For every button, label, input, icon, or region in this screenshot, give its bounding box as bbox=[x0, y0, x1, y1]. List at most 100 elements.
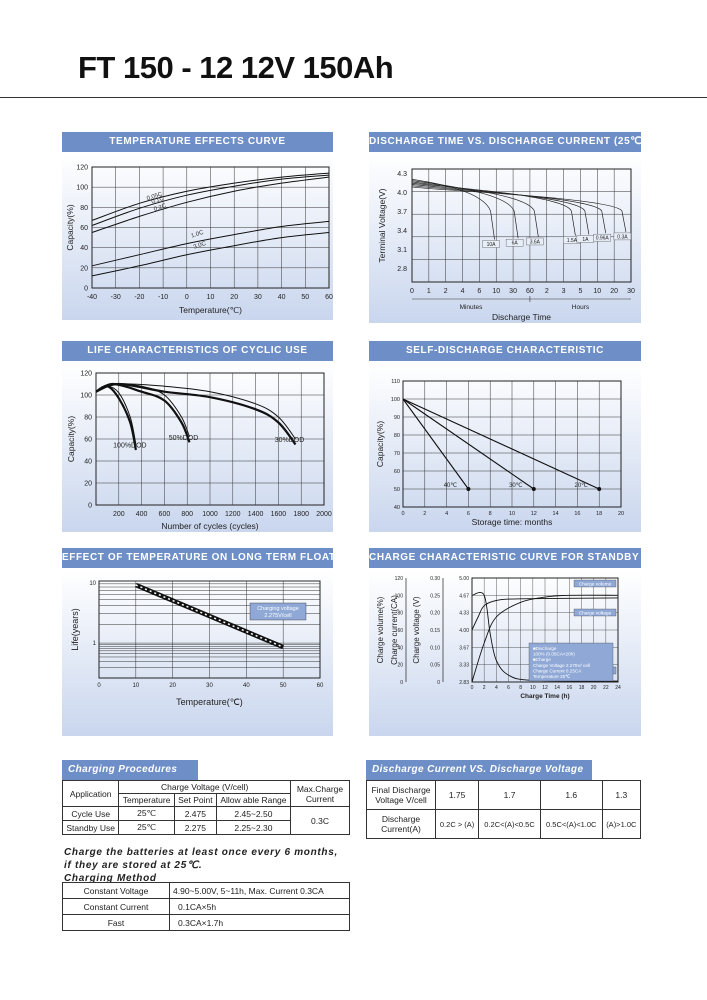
y-tick-label: 20 bbox=[80, 265, 88, 272]
standby-charge-panel: 0 20 40 60 80 100 120 0 0.05 0.10 0.15 0.20 0.25 0.30… bbox=[369, 571, 641, 736]
series-band bbox=[95, 384, 137, 451]
x-axis-label: Number of cycles (cycles) bbox=[161, 521, 258, 531]
x-tick-label: 22 bbox=[603, 685, 609, 691]
x-group-label: Minutes bbox=[460, 304, 484, 311]
series-line bbox=[402, 398, 535, 490]
x-tick-label: 14 bbox=[554, 685, 560, 691]
standby-charge-header: CHARGE CHARACTERISTIC CURVE FOR STANDBY … bbox=[369, 548, 641, 568]
table-cell: Final Discharge Voltage V/cell bbox=[366, 780, 436, 810]
table-cell: 0.2C > (A) bbox=[434, 809, 480, 839]
storage-note-line: if they are stored at 25℃. bbox=[64, 860, 203, 871]
table-cell: 0.3CA×1.7h bbox=[169, 914, 350, 931]
charge-voltage-header: Charge Voltage (V/cell) bbox=[118, 780, 291, 794]
x-tick-label: 2000 bbox=[316, 511, 332, 518]
annotation-text: Charging voltage bbox=[257, 606, 299, 612]
annotation-box bbox=[249, 602, 307, 621]
cyclic-life-header: LIFE CHARACTERISTICS OF CYCLIC USE bbox=[62, 341, 333, 361]
table-row: Cycle Use 25℃ 2.475 2.45~2.50 0.3C bbox=[61, 806, 350, 835]
table-cell: 2.25~2.30 bbox=[215, 820, 292, 835]
table-cell: 25℃ bbox=[118, 820, 175, 835]
series-end-point bbox=[531, 487, 536, 491]
y-tick-label: 2.83 bbox=[459, 680, 469, 686]
x-tick-label: -10 bbox=[158, 294, 168, 301]
series-label: 50%DOD bbox=[169, 435, 199, 442]
max-charge-value: 0.3C bbox=[290, 806, 350, 835]
y-tick-label: 20 bbox=[84, 481, 92, 488]
x-axis-label: Temperature(℃) bbox=[176, 697, 243, 707]
x-tick-label: 20 bbox=[610, 288, 618, 295]
x-tick-label: 0 bbox=[185, 294, 189, 301]
y-tick-label: 3.4 bbox=[397, 228, 407, 235]
y-tick-label: 100 bbox=[76, 185, 88, 192]
float-life-panel: 0 10 20 30 40 50 60 10 1 Temperature(℃) Life(years… bbox=[62, 571, 333, 736]
x-tick-label: 4 bbox=[461, 288, 465, 295]
note-text: 100% (0.05CA×20h) bbox=[533, 652, 575, 657]
y-axis-label: Charge current(CA) bbox=[390, 595, 399, 665]
series-label-box bbox=[593, 233, 611, 242]
x-tick-label: 10 bbox=[509, 511, 515, 517]
table-cell: 1.7 bbox=[478, 780, 541, 810]
y-axis-label: Capacity(%) bbox=[375, 421, 385, 467]
annotation-text: 2.275V/cell bbox=[264, 613, 291, 619]
y-axis-label: Terminal Voltage(V) bbox=[377, 188, 387, 262]
y-axis-label: Capacity(%) bbox=[66, 416, 76, 462]
series-label: 0.1C bbox=[151, 196, 166, 206]
y-tick-label: 40 bbox=[394, 505, 400, 511]
x-tick-label: 2 bbox=[545, 288, 549, 295]
series-band bbox=[95, 382, 297, 446]
x-tick-label: -30 bbox=[111, 294, 121, 301]
note-text: Temperature 25℃ bbox=[533, 674, 571, 679]
y-tick-label: 60 bbox=[80, 225, 88, 232]
x-tick-label: 10 bbox=[492, 288, 500, 295]
series-line bbox=[91, 220, 330, 267]
series-line bbox=[411, 185, 607, 234]
table-cell: 1.75 bbox=[434, 780, 480, 810]
x-tick-label: 3 bbox=[562, 288, 566, 295]
y-tick-label: 0.25 bbox=[430, 593, 440, 599]
discharge-current-chart: 0 1 2 4 6 10 30 60 2 3 5 10 20 30 2.8 3.1 3.4 3.7 4.0 4.3 Mi… bbox=[377, 168, 635, 322]
y-tick-label: 60 bbox=[397, 628, 403, 634]
series-label: 20℃ bbox=[574, 483, 588, 489]
page-title: FT 150 - 12 12V 150Ah bbox=[78, 50, 394, 85]
series-label: 0.05C bbox=[146, 191, 164, 202]
x-axis-label: Temperature(℃) bbox=[179, 305, 242, 315]
x-tick-label: 24 bbox=[615, 685, 621, 691]
x-tick-label: 0 bbox=[410, 288, 414, 295]
charging-method-table: Constant Voltage 4.90~5.00V, 5~11h, Max.… bbox=[62, 882, 350, 931]
note-text: ■Charge bbox=[533, 657, 551, 662]
x-axis-label: Discharge Time bbox=[492, 312, 551, 322]
application-header: Application bbox=[61, 780, 120, 807]
series-line bbox=[91, 172, 330, 221]
cyclic-life-chart: 200 400 600 800 1000 1200 1400 1600 1800 2000 0 20 4… bbox=[66, 371, 332, 532]
x-axis-label: Storage time: months bbox=[472, 517, 553, 527]
discharge-frame bbox=[411, 168, 632, 283]
y-tick-label: 80 bbox=[397, 611, 403, 617]
self-discharge-chart: 0 2 4 6 8 10 12 14 16 18 20 40 50 60 70 80 90 100 110 Stora… bbox=[375, 379, 624, 527]
series-line bbox=[411, 186, 627, 232]
y-tick-label: 4.0 bbox=[397, 190, 407, 197]
series-label: 3.0C bbox=[193, 241, 208, 251]
series-label: 0.96A bbox=[596, 236, 610, 242]
series-label: 1A bbox=[582, 237, 589, 243]
x-tick-label: 6 bbox=[477, 288, 481, 295]
y-tick-label: 60 bbox=[394, 469, 400, 475]
series-line bbox=[411, 182, 576, 236]
series-line bbox=[402, 398, 600, 490]
x-tick-label: 1000 bbox=[202, 511, 218, 518]
y-tick-label: 20 bbox=[397, 663, 403, 669]
y-tick-label: 0.10 bbox=[430, 645, 440, 651]
table-cell: 2.475 bbox=[173, 806, 217, 821]
y-tick-label: 80 bbox=[80, 205, 88, 212]
dcdv-table: Final Discharge Voltage V/cell 1.75 1.7 … bbox=[366, 780, 642, 839]
max-charge-header: Max.Charge Current bbox=[290, 780, 350, 807]
table-row: Constant Voltage 4.90~5.00V, 5~11h, Max.… bbox=[62, 882, 350, 899]
x-tick-label: 0 bbox=[97, 683, 101, 689]
storage-note: Charge the batteries at least once every… bbox=[64, 846, 338, 885]
x-tick-label: 10 bbox=[530, 685, 536, 691]
y-tick-label: 50 bbox=[394, 487, 400, 493]
x-tick-label: 8 bbox=[489, 511, 492, 517]
y-tick-label: 2.8 bbox=[397, 266, 407, 273]
float-life-line-dots bbox=[135, 584, 284, 648]
series-label: 0.3A bbox=[617, 234, 628, 240]
x-tick-label: 4 bbox=[445, 511, 448, 517]
